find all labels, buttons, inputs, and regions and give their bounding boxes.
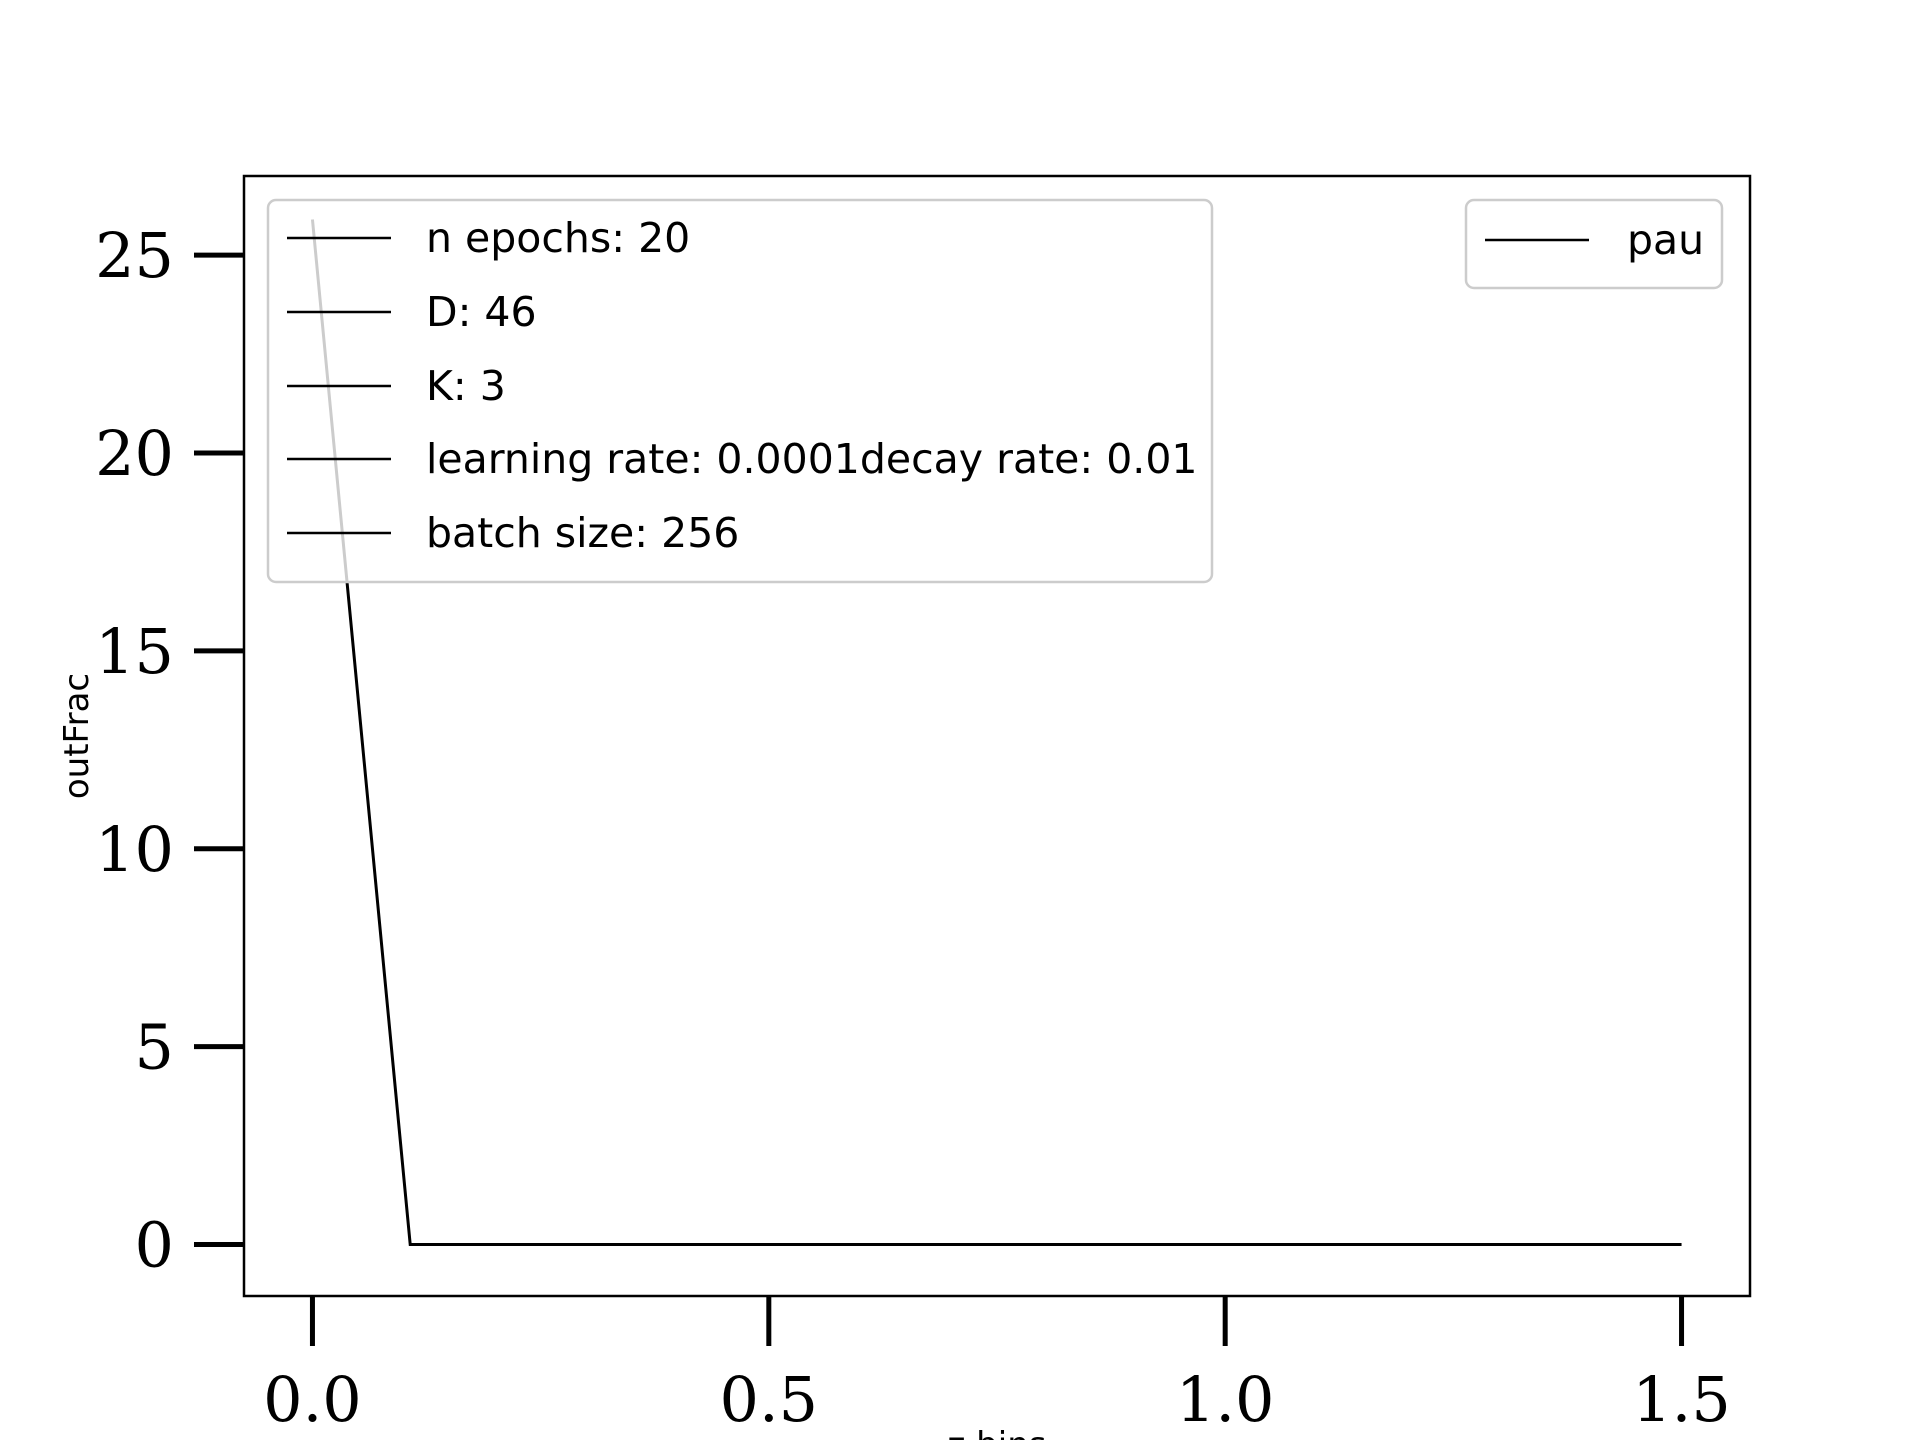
legend-box: [1464, 198, 1724, 290]
x-tick-label: 0.5: [720, 1363, 819, 1436]
legend-series: pau: [1464, 198, 1724, 290]
x-tick-label: 1.5: [1632, 1363, 1731, 1436]
legend-box: [266, 198, 1214, 584]
axes-frame: [242, 174, 1752, 1298]
legend-entry-learning-rate: learning rate: 0.0001decay rate: 0.01: [426, 435, 1198, 483]
series-lines: [310, 219, 1682, 1247]
y-tick-label: 25: [95, 219, 174, 292]
x-tick-label: 1.0: [1176, 1363, 1275, 1436]
y-tick-label: 20: [95, 417, 174, 490]
x-axis-ticks: 0.0 0.5 1.0 1.5: [263, 1296, 1731, 1436]
legend-entry-n-epochs: n epochs: 20: [426, 214, 690, 262]
y-axis-label: outFrac: [57, 673, 97, 799]
legend-hyperparameters: n epochs: 20 D: 46 K: 3 learning rate: 0…: [266, 198, 1214, 584]
x-tick-label: 0.0: [263, 1363, 362, 1436]
legend-entry-batch-size: batch size: 256: [426, 509, 739, 557]
x-axis-label: z bins: [948, 1425, 1047, 1440]
y-tick-label: 10: [95, 813, 174, 886]
series-line-pau: [310, 219, 1682, 1247]
y-tick-label: 5: [135, 1011, 174, 1084]
legend-entry-k: K: 3: [426, 362, 506, 410]
legend-entry-pau: pau: [1627, 216, 1704, 264]
legend-entry-d: D: 46: [426, 288, 537, 336]
y-tick-label: 0: [135, 1209, 174, 1282]
y-axis-ticks: 0 5 10 15 20 25: [95, 219, 244, 1282]
y-tick-label: 15: [95, 615, 174, 688]
